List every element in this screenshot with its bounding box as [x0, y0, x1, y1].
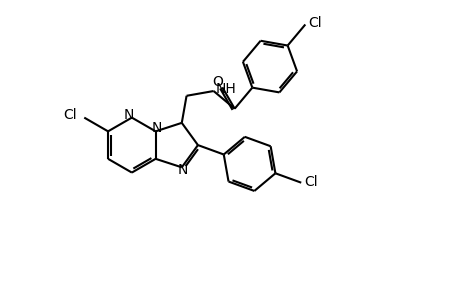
Text: N: N	[151, 122, 162, 135]
Text: Cl: Cl	[308, 16, 321, 31]
Text: Cl: Cl	[303, 175, 317, 189]
Text: N: N	[123, 108, 134, 122]
Text: O: O	[212, 75, 222, 89]
Text: Cl: Cl	[62, 108, 76, 122]
Text: NH: NH	[215, 82, 236, 96]
Text: N: N	[177, 163, 188, 177]
